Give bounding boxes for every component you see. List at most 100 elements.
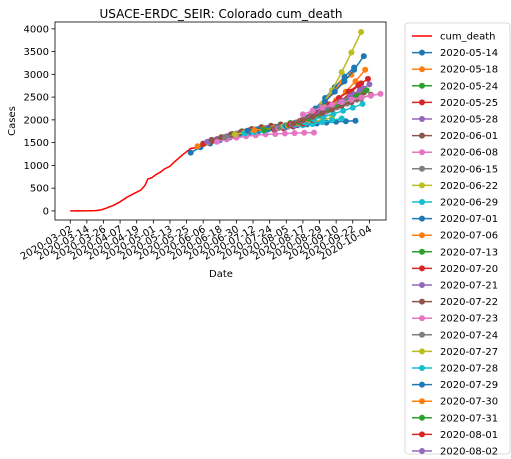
data-point	[362, 66, 369, 73]
legend-entry: 2020-07-20	[412, 264, 498, 275]
chart-title: USACE-ERDC_SEIR: Colorado cum_death	[99, 7, 342, 21]
data-point	[358, 94, 365, 101]
legend-marker	[419, 199, 425, 205]
data-point	[338, 99, 345, 106]
legend-marker	[419, 132, 425, 139]
legend-label: 2020-05-24	[440, 81, 498, 92]
legend-marker	[419, 431, 425, 438]
y-axis-label: Cases	[7, 106, 18, 136]
data-point	[367, 92, 374, 99]
legend-label: 2020-07-06	[440, 231, 498, 242]
legend-entry: 2020-05-18	[412, 65, 498, 76]
legend-entry: 2020-07-30	[412, 397, 498, 408]
series-line-cum-death	[70, 146, 197, 212]
data-point	[299, 111, 306, 118]
data-point	[272, 131, 279, 137]
legend-marker	[419, 182, 425, 189]
legend-label: 2020-07-23	[440, 314, 498, 325]
series-layer	[70, 29, 384, 212]
plot-area	[54, 21, 387, 221]
data-point	[187, 149, 194, 156]
legend-marker	[419, 66, 425, 73]
y-tick-label: 3500	[24, 47, 49, 58]
legend-marker	[419, 49, 425, 56]
data-point	[355, 82, 362, 89]
legend-marker	[419, 398, 425, 405]
legend-marker	[419, 265, 425, 272]
y-tick-label: 0	[43, 206, 49, 217]
data-point	[309, 113, 316, 120]
legend-marker	[419, 331, 425, 338]
legend-entry: 2020-07-23	[412, 314, 498, 325]
legend-marker	[419, 116, 425, 122]
legend-label: 2020-05-25	[440, 98, 498, 109]
legend-entry: 2020-07-24	[412, 330, 498, 341]
data-point	[348, 71, 355, 78]
y-tick-label: 2000	[24, 115, 49, 126]
data-point	[329, 117, 335, 124]
data-point	[348, 49, 355, 56]
legend-marker	[419, 248, 425, 255]
data-point	[261, 126, 268, 133]
legend-marker	[419, 315, 425, 322]
data-point	[341, 78, 348, 85]
legend-entry: 2020-07-22	[412, 297, 498, 308]
legend-label: 2020-05-18	[440, 65, 498, 76]
legend-entry: 2020-08-01	[412, 430, 498, 441]
legend-entry: 2020-06-22	[412, 181, 498, 192]
legend-marker	[419, 99, 425, 106]
legend-label: cum_death	[440, 32, 495, 43]
legend-label: 2020-06-08	[440, 148, 498, 159]
legend-entry: 2020-05-25	[412, 98, 498, 109]
data-point	[345, 88, 352, 95]
legend-label: 2020-08-01	[440, 430, 498, 441]
legend-label: 2020-05-28	[440, 115, 498, 126]
data-point	[363, 87, 370, 94]
legend-entry: 2020-08-02	[412, 447, 498, 458]
legend-marker	[419, 414, 425, 421]
x-axis-label: Date	[209, 269, 233, 280]
legend-entry: 2020-07-13	[412, 247, 498, 258]
legend-label: 2020-06-22	[440, 181, 498, 192]
legend-marker	[419, 165, 425, 172]
data-point	[208, 136, 215, 143]
data-point	[377, 90, 384, 97]
legend-label: 2020-07-30	[440, 397, 498, 408]
data-point	[218, 134, 225, 141]
data-point	[299, 117, 306, 124]
legend-marker	[419, 348, 425, 355]
data-point	[232, 131, 238, 138]
data-point	[330, 110, 337, 117]
y-tick-label: 1500	[24, 138, 49, 149]
data-point	[222, 134, 229, 141]
data-point	[329, 106, 335, 113]
data-point	[358, 29, 365, 35]
legend-entry: cum_death	[412, 32, 495, 43]
data-point	[349, 104, 356, 111]
legend-label: 2020-07-21	[440, 281, 498, 292]
legend-label: 2020-07-20	[440, 264, 498, 275]
legend-label: 2020-08-02	[440, 447, 498, 458]
data-point	[340, 107, 347, 114]
legend-entry: 2020-07-06	[412, 231, 498, 242]
data-point	[351, 66, 358, 73]
legend-entry: 2020-06-15	[412, 164, 498, 175]
data-point	[366, 81, 373, 88]
data-point	[341, 73, 348, 80]
legend-entry: 2020-07-21	[412, 281, 498, 292]
legend-marker	[419, 298, 425, 305]
legend-marker	[419, 448, 425, 454]
legend-marker	[419, 82, 425, 89]
data-point	[365, 75, 371, 82]
legend-label: 2020-07-29	[440, 380, 498, 391]
data-point	[301, 129, 308, 136]
legend: cum_death 2020-05-14 2020-05-18 2020-05-24 2…	[404, 22, 511, 458]
legend-entry: 2020-07-01	[412, 214, 498, 225]
plot-frame	[54, 21, 387, 221]
y-tick-label: 1000	[24, 161, 49, 172]
data-point	[338, 69, 345, 76]
x-axis: 2020-03-022020-03-142020-03-262020-04-07…	[19, 220, 374, 263]
data-point	[331, 88, 338, 95]
y-tick-label: 3000	[24, 70, 49, 81]
